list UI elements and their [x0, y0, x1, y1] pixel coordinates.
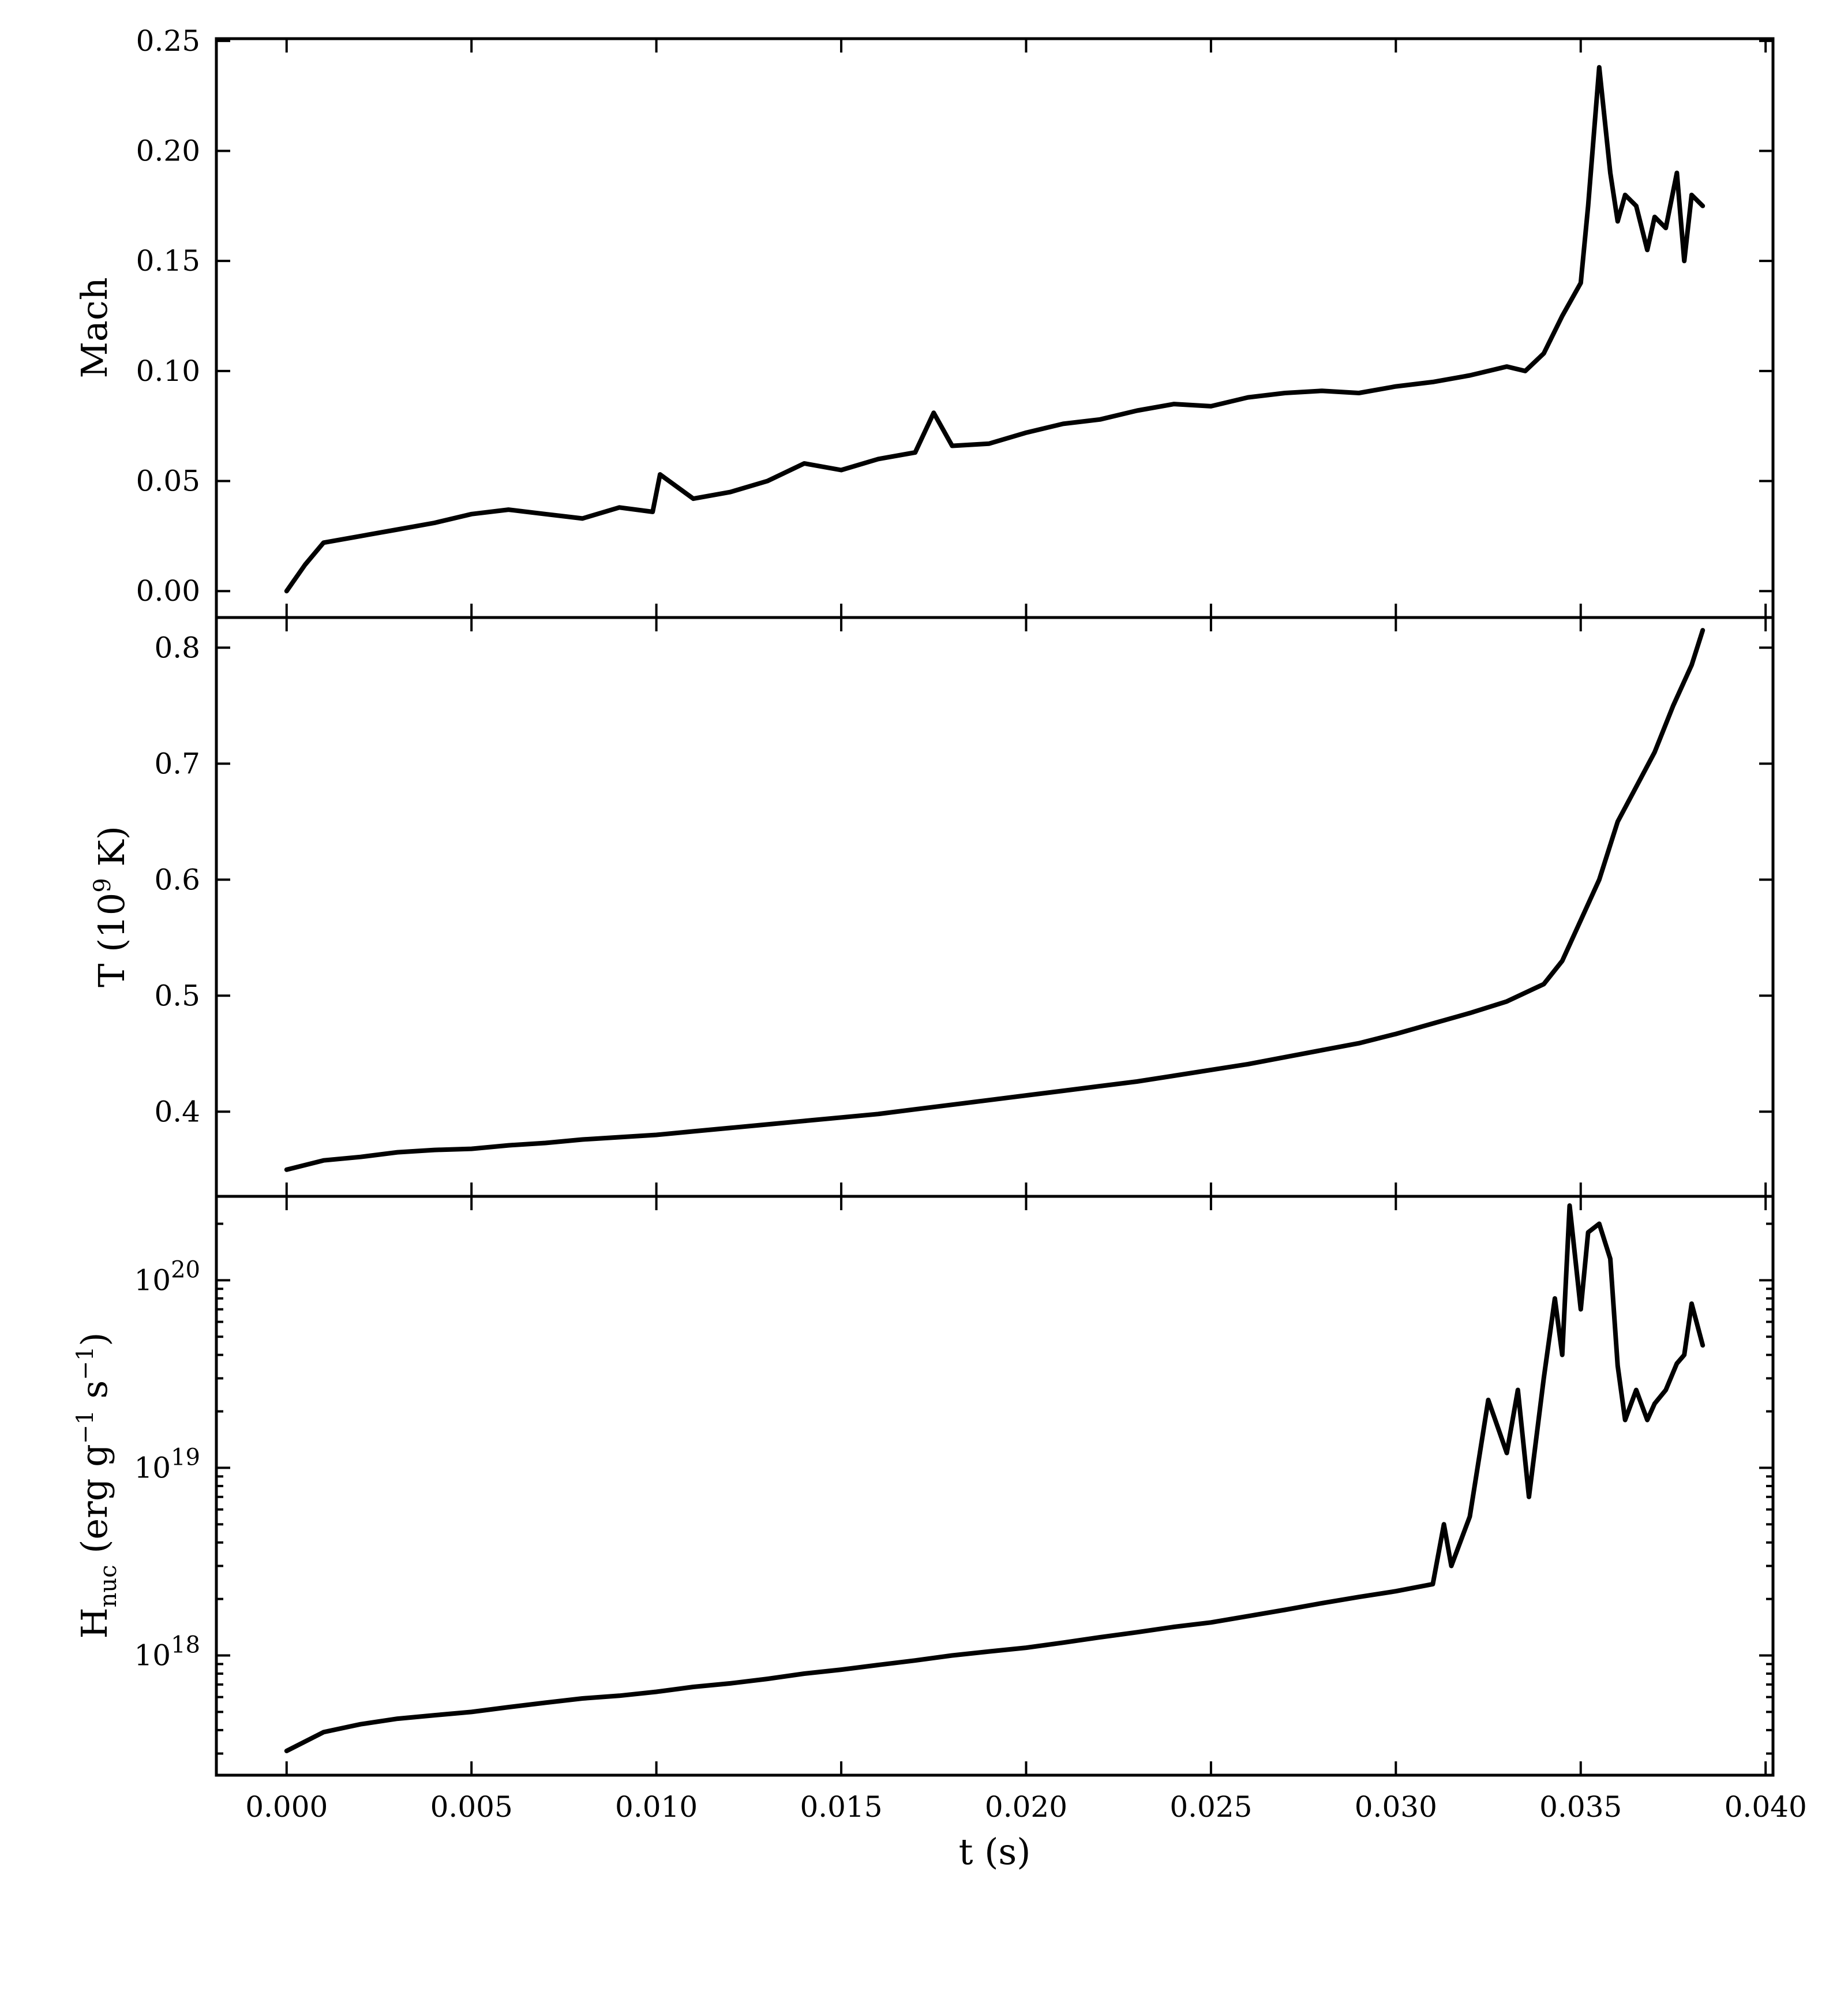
y-tick-label: 0.15	[136, 244, 200, 278]
x-tick-labels: 0.000 0.005 0.010 0.015 0.020 0.025 0.030 0.035…	[245, 1790, 1807, 1824]
x-tick-label: 0.040	[1725, 1790, 1807, 1824]
mach-series-line	[284, 65, 1705, 594]
x-tick-label: 0.000	[245, 1790, 328, 1824]
x-tick-label: 0.015	[800, 1790, 882, 1824]
hnuc-series-line	[284, 1203, 1705, 1753]
x-tick-label: 0.035	[1539, 1790, 1622, 1824]
panel-mach-y-ticks: 0.00 0.05 0.10 0.15 0.20 0.25	[136, 24, 1773, 608]
y-tick-label: 0.7	[154, 747, 200, 780]
panel-temperature-y-ticks: 0.4 0.5 0.6 0.7 0.8	[154, 631, 1773, 1128]
y-tick-label: 1020	[134, 1256, 200, 1297]
x-axis-label: t (s)	[959, 1831, 1031, 1873]
temperature-series-line	[284, 628, 1705, 1172]
x-tick-label: 0.010	[615, 1790, 698, 1824]
x-tick-label: 0.005	[430, 1790, 513, 1824]
y-tick-label: 0.10	[136, 354, 200, 388]
y-tick-label: 0.05	[136, 465, 200, 498]
y-tick-label: 0.25	[136, 24, 200, 58]
panel-hnuc: 1018 1019 1020 Hnuc (erg g−1 s−1)	[72, 1195, 1775, 1777]
y-tick-label: 1018	[134, 1632, 200, 1672]
panel-hnuc-y-axis-label: Hnuc (erg g−1 s−1)	[72, 1333, 122, 1639]
y-tick-label: 0.8	[154, 631, 200, 664]
y-tick-label: 0.00	[136, 574, 200, 608]
x-tick-label: 0.020	[985, 1790, 1067, 1824]
panel-hnuc-y-ticks: 1018 1019 1020	[134, 1222, 1773, 1755]
y-tick-label: 0.20	[136, 134, 200, 167]
y-tick-label: 0.5	[154, 979, 200, 1012]
panel-hnuc-x-ticks	[285, 1196, 1767, 1775]
x-tick-label: 0.030	[1355, 1790, 1437, 1824]
y-tick-label: 0.6	[154, 863, 200, 896]
panel-mach: 0.00 0.05 0.10 0.15 0.20 0.25 Mach	[73, 24, 1775, 619]
panel-temperature-x-ticks	[285, 618, 1767, 1196]
y-tick-label: 1019	[134, 1444, 200, 1484]
panel-temperature-y-axis-label: T (109 K)	[89, 826, 133, 987]
y-tick-label: 0.4	[154, 1095, 200, 1128]
panel-mach-x-ticks	[285, 39, 1767, 618]
panel-mach-y-axis-label: Mach	[73, 277, 115, 378]
x-tick-label: 0.025	[1169, 1790, 1252, 1824]
